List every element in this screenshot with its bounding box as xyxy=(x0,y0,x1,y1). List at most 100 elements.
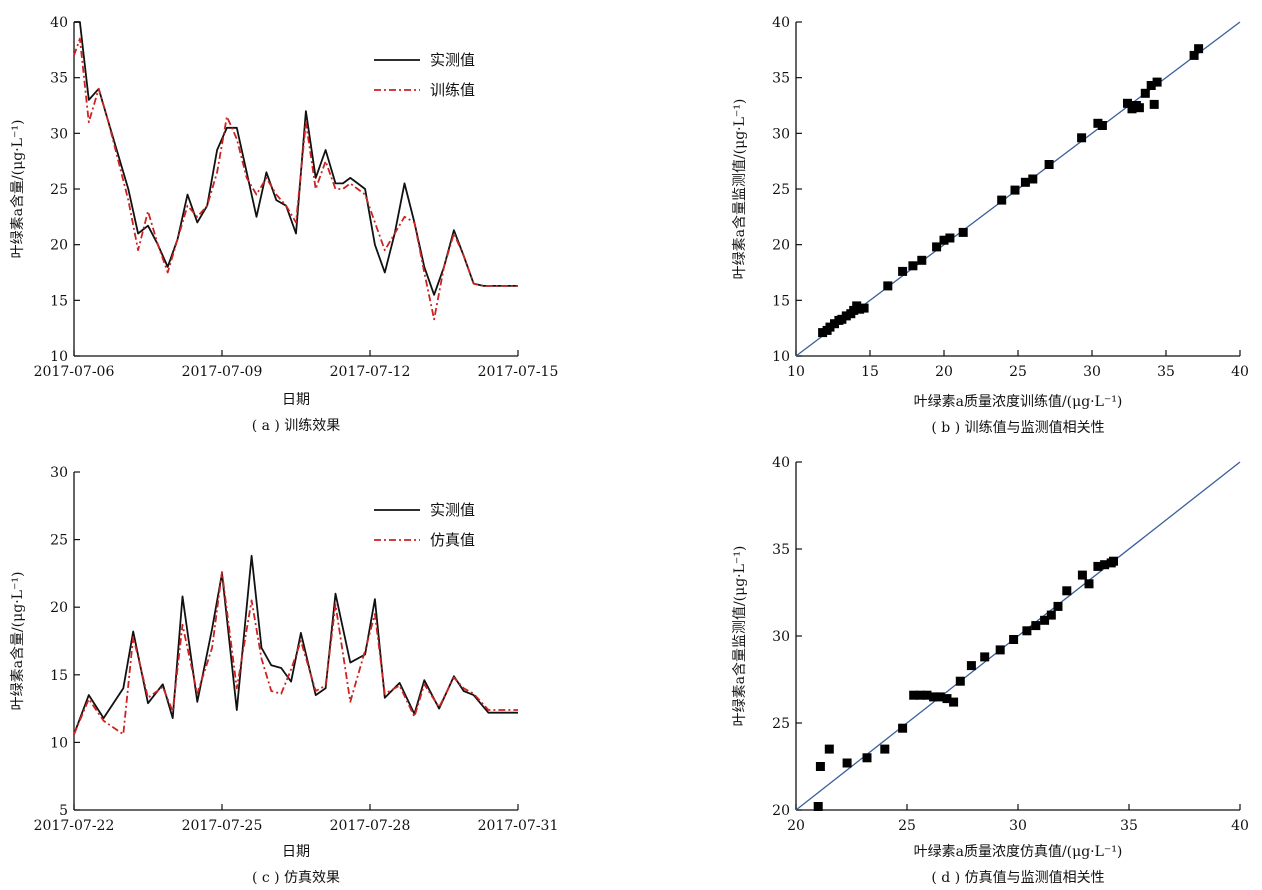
data-point xyxy=(1040,615,1050,625)
data-point xyxy=(1194,44,1204,54)
data-point xyxy=(862,753,872,763)
y-axis-label: 叶绿素a含量/(μg·L⁻¹) xyxy=(10,120,26,259)
legend-label: 实测值 xyxy=(430,51,475,69)
data-point xyxy=(908,261,918,271)
y-axis-label: 叶绿素a含量监测值/(μg·L⁻¹) xyxy=(732,546,748,727)
data-point xyxy=(1031,621,1041,631)
x-tick-label: 2017-07-09 xyxy=(182,364,263,380)
y-tick-label: 30 xyxy=(50,126,68,142)
data-point xyxy=(1149,99,1159,109)
data-point xyxy=(1123,98,1132,108)
series-line-model xyxy=(73,37,518,321)
data-point xyxy=(909,690,919,700)
data-point xyxy=(880,744,890,754)
y-tick-label: 40 xyxy=(772,455,790,471)
data-point xyxy=(1053,601,1063,611)
y-tick-label: 10 xyxy=(772,349,790,365)
data-point xyxy=(1146,81,1156,90)
x-tick-label: 2017-07-28 xyxy=(330,818,411,834)
data-point xyxy=(842,758,852,768)
x-tick-label: 25 xyxy=(1009,364,1027,380)
data-point xyxy=(824,744,834,754)
data-point xyxy=(942,694,952,704)
legend-label: 训练值 xyxy=(430,81,475,99)
data-point xyxy=(929,692,939,702)
series-line-measured xyxy=(73,554,518,735)
x-axis-label: 日期 xyxy=(282,844,310,860)
y-tick-label: 30 xyxy=(50,465,68,481)
y-tick-label: 20 xyxy=(50,238,68,254)
x-tick-label: 10 xyxy=(787,364,805,380)
y-tick-label: 15 xyxy=(50,668,68,684)
data-point xyxy=(1062,586,1072,596)
data-point xyxy=(917,255,927,265)
y-tick-label: 15 xyxy=(772,293,790,309)
y-tick-label: 20 xyxy=(772,803,790,819)
data-point xyxy=(1134,103,1144,113)
x-axis-label: 叶绿素a质量浓度训练值/(μg·L⁻¹) xyxy=(914,394,1123,410)
data-point xyxy=(1010,185,1020,195)
data-point xyxy=(1097,121,1107,130)
x-tick-label: 2017-07-06 xyxy=(34,364,115,380)
data-point xyxy=(883,281,893,291)
data-point xyxy=(813,802,823,811)
y-axis-label: 叶绿素a含量监测值/(μg·L⁻¹) xyxy=(732,99,748,280)
data-point xyxy=(1152,77,1162,87)
panel-caption: ( b ) 训练值与监测值相关性 xyxy=(931,420,1104,436)
x-axis-label: 叶绿素a质量浓度仿真值/(μg·L⁻¹) xyxy=(914,844,1123,860)
x-tick-label: 20 xyxy=(787,818,805,834)
data-point xyxy=(995,645,1005,655)
x-tick-label: 2017-07-12 xyxy=(330,364,411,380)
y-tick-label: 25 xyxy=(50,182,68,198)
y-tick-label: 25 xyxy=(50,533,68,549)
panel-a: 2017-07-06 2017-07-09 2017-07-12 2017-07-15… xyxy=(10,15,558,434)
legend-label: 仿真值 xyxy=(430,531,475,549)
panel-caption: ( a ) 训练效果 xyxy=(252,418,341,434)
data-point xyxy=(1077,570,1087,580)
data-point xyxy=(922,690,932,700)
data-point xyxy=(915,690,925,700)
x-tick-label: 40 xyxy=(1231,364,1249,380)
y-tick-label: 15 xyxy=(50,293,68,309)
y-tick-label: 10 xyxy=(50,349,68,365)
data-point xyxy=(945,233,955,243)
data-point xyxy=(958,227,968,237)
x-axis-label: 日期 xyxy=(282,392,310,408)
data-point xyxy=(1109,556,1118,566)
data-point xyxy=(1028,174,1038,184)
data-point xyxy=(1084,579,1094,589)
data-point xyxy=(949,697,959,707)
data-point xyxy=(980,652,990,662)
x-tick-label: 20 xyxy=(935,364,953,380)
x-tick-label: 2017-07-25 xyxy=(182,818,263,834)
data-point xyxy=(939,235,949,245)
data-point xyxy=(1009,635,1019,644)
x-tick-label: 40 xyxy=(1231,818,1249,834)
y-tick-label: 35 xyxy=(50,71,68,87)
data-point xyxy=(932,242,942,252)
x-tick-label: 15 xyxy=(861,364,879,380)
panel-caption: ( d ) 仿真值与监测值相关性 xyxy=(931,870,1104,886)
y-tick-label: 30 xyxy=(772,126,790,142)
y-tick-label: 40 xyxy=(50,15,68,31)
x-tick-label: 30 xyxy=(1083,364,1101,380)
data-point xyxy=(898,723,908,733)
panel-b: 10 15 20 25 30 35 40 10 15 20 25 30 35 40 叶绿素a质量浓度训练值/… xyxy=(732,15,1249,436)
x-tick-label: 30 xyxy=(1009,818,1027,834)
y-tick-label: 25 xyxy=(772,716,790,732)
panel-c: 2017-07-22 2017-07-25 2017-07-28 2017-07-31… xyxy=(10,465,558,886)
y-tick-label: 25 xyxy=(772,182,790,198)
y-tick-label: 35 xyxy=(772,71,790,87)
y-tick-label: 10 xyxy=(50,735,68,751)
data-point xyxy=(815,762,825,771)
data-point xyxy=(997,195,1007,205)
y-tick-label: 5 xyxy=(59,803,68,819)
y-axis-label: 叶绿素a含量/(μg·L⁻¹) xyxy=(10,572,26,711)
x-tick-label: 2017-07-31 xyxy=(478,818,559,834)
data-point xyxy=(1022,626,1032,636)
legend-label: 实测值 xyxy=(430,501,475,519)
data-point xyxy=(859,303,869,313)
series-line-model xyxy=(73,571,518,736)
y-tick-label: 20 xyxy=(50,600,68,616)
